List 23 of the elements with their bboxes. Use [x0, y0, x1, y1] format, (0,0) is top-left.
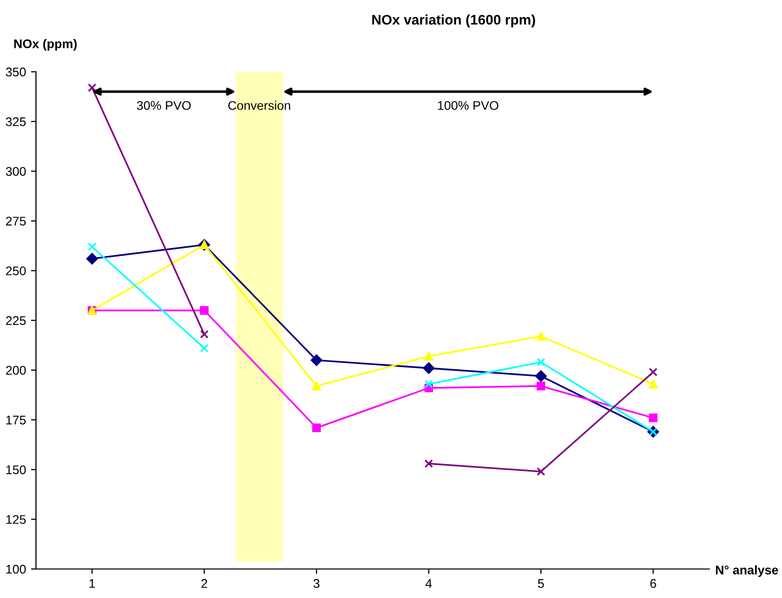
band-label: Conversion — [228, 100, 290, 110]
x-tick-label: 2 — [201, 579, 208, 588]
y-tick-label: 150 — [6, 465, 26, 474]
y-tick-label: 225 — [6, 316, 26, 326]
x-tick-label: 3 — [314, 579, 320, 588]
x-tick-label: 4 — [426, 579, 432, 588]
annotation: 30% PVO — [136, 101, 191, 110]
y-tick-label: 200 — [6, 366, 26, 375]
x-tick-label: 1 — [90, 579, 95, 588]
chart-title: NOx variation (1600 rpm) — [372, 14, 536, 28]
y-tick-label: 100 — [6, 564, 26, 574]
annotation: 100% PVO — [438, 101, 498, 110]
x-tick-label: 5 — [538, 579, 544, 588]
x-tick-label: 6 — [650, 579, 656, 588]
y-tick-label: 325 — [6, 117, 26, 126]
x-axis-title: N° analyse — [716, 565, 778, 577]
y-tick-label: 250 — [6, 266, 26, 276]
y-axis-title: NOx (ppm) — [14, 39, 77, 51]
y-tick-label: 300 — [6, 167, 26, 176]
y-tick-label: 175 — [6, 416, 26, 424]
y-tick-label: 275 — [6, 216, 26, 226]
y-tick-label: 350 — [6, 68, 26, 76]
y-tick-label: 125 — [6, 515, 26, 524]
